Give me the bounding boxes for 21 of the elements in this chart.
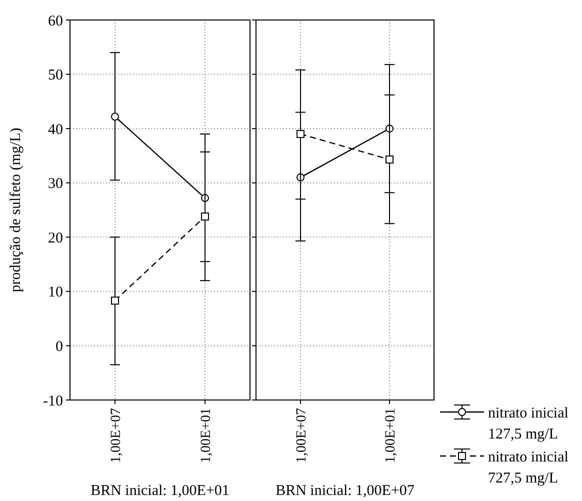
point [201, 212, 209, 221]
point [111, 296, 119, 305]
point [296, 130, 304, 138]
x-axis-title: BRN inicial: 1,00E+07 [276, 483, 415, 499]
legend-label: nitrato inicial 727,5 mg/L [488, 449, 568, 486]
y-tick-label: 50 [48, 68, 63, 84]
y-axis-title: produção de sulfeto (mg/L) [8, 128, 24, 292]
y-tick-label: -10 [43, 393, 63, 410]
y-tick-label: 40 [48, 122, 63, 138]
y-tick-label: 30 [48, 176, 63, 192]
point [111, 112, 119, 121]
x-tick-label: 1,00E+01 [198, 408, 214, 463]
y-tick-label: 60 [48, 13, 63, 30]
x-tick-label: 1,00E+07 [294, 408, 310, 463]
x-tick-label: 1,00E+07 [108, 408, 124, 463]
x-axis-title: BRN inicial: 1,00E+01 [90, 483, 230, 499]
point [386, 156, 394, 164]
y-tick-label: 10 [48, 284, 63, 301]
y-tick-label: 20 [48, 230, 63, 246]
y-tick-label: 0 [56, 338, 63, 355]
x-tick-label: 1,00E+01 [383, 408, 398, 463]
